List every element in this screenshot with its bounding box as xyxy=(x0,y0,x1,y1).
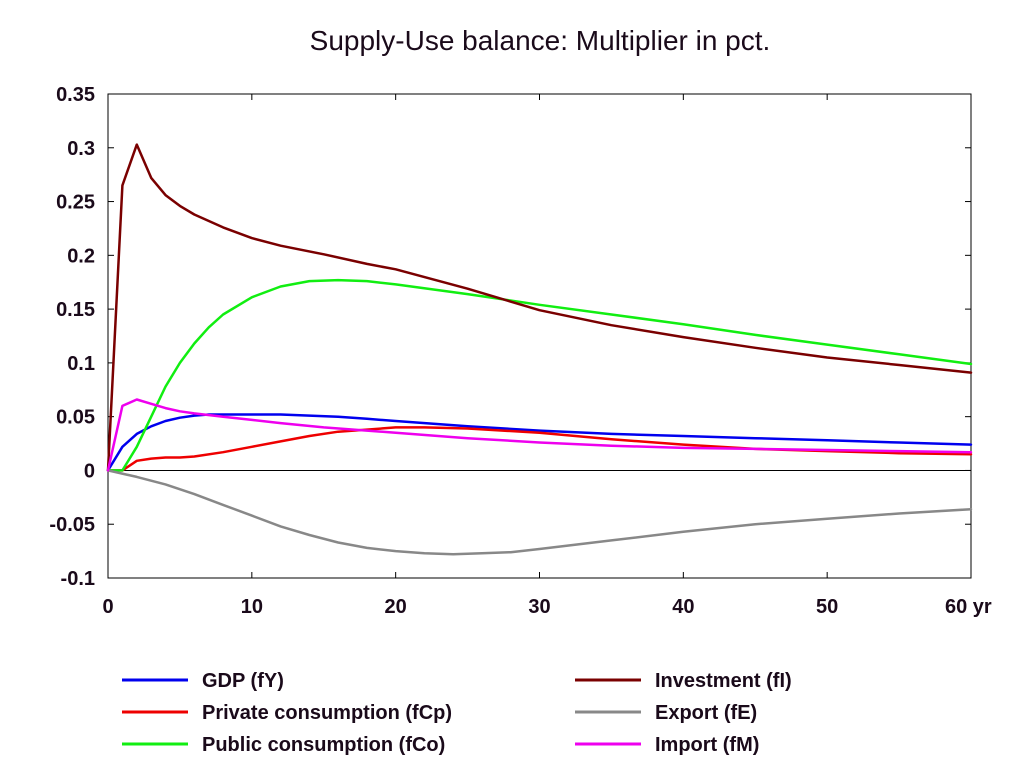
series-line-1 xyxy=(106,426,973,472)
series-line-4 xyxy=(106,469,973,556)
legend-label: Investment (fI) xyxy=(655,670,792,692)
x-axis: 0 10 20 30 40 50 60 yr xyxy=(102,94,992,618)
chart-title: Supply-Use balance: Multiplier in pct. xyxy=(310,25,771,56)
legend: GDP (fY) Private consumption (fCp) Public … xyxy=(122,670,792,756)
y-axis: 0.35 0.3 0.25 0.2 0.15 0.1 0.05 0 -0.05 -0.1 xyxy=(49,84,971,590)
series-line-0 xyxy=(106,413,973,472)
x-tick-label: 30 xyxy=(528,596,550,618)
y-tick-label: 0.25 xyxy=(56,192,95,214)
legend-label: Export (fE) xyxy=(655,702,757,724)
series-layer xyxy=(106,143,973,556)
x-tick-label: 20 xyxy=(385,596,407,618)
legend-label: Private consumption (fCp) xyxy=(202,702,452,724)
x-tick-label: 0 xyxy=(102,596,113,618)
y-tick-label: 0.35 xyxy=(56,84,95,106)
y-tick-label: -0.05 xyxy=(49,514,95,536)
y-tick-label: 0.05 xyxy=(56,407,95,429)
y-tick-label: 0.2 xyxy=(67,245,95,267)
series-line-3 xyxy=(106,143,973,472)
legend-label: Import (fM) xyxy=(655,734,759,756)
y-tick-label: 0.1 xyxy=(67,353,95,375)
x-tick-label: 50 xyxy=(816,596,838,618)
x-tick-label: 60 yr xyxy=(945,596,992,618)
y-tick-label: 0.15 xyxy=(56,299,95,321)
legend-label: Public consumption (fCo) xyxy=(202,734,445,756)
x-tick-label: 40 xyxy=(672,596,694,618)
x-tick-label: 10 xyxy=(241,596,263,618)
plot-frame xyxy=(107,93,972,579)
y-tick-label: -0.1 xyxy=(61,568,95,590)
legend-label: GDP (fY) xyxy=(202,670,284,692)
y-tick-label: 0 xyxy=(84,460,95,482)
series-line-5 xyxy=(106,398,973,472)
series-line-2 xyxy=(106,278,973,472)
y-tick-label: 0.3 xyxy=(67,138,95,160)
